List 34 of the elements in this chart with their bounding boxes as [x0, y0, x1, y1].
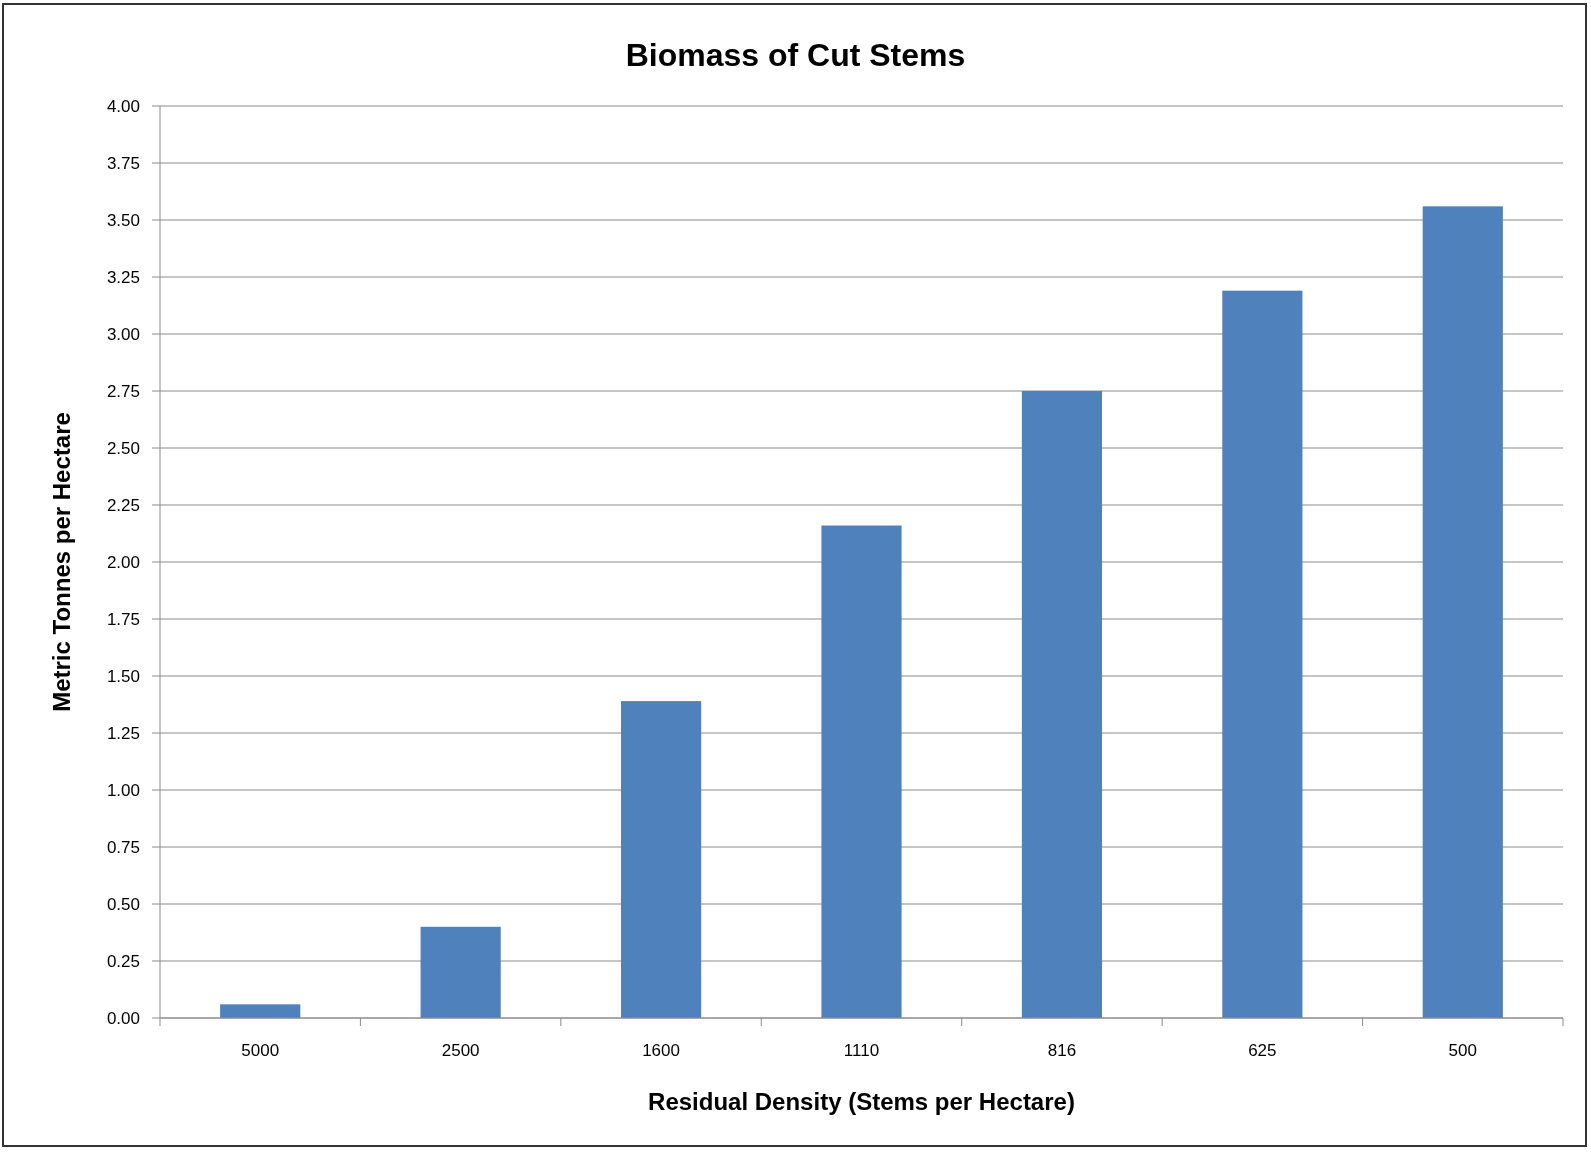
y-tick-label: 3.25 — [106, 267, 140, 287]
y-tick-label: 0.00 — [106, 1008, 140, 1028]
y-tick-label: 2.50 — [106, 438, 140, 458]
y-axis-title: Metric Tonnes per Hectare — [48, 412, 75, 712]
bar — [420, 926, 501, 1018]
y-tick-label: 2.75 — [106, 381, 140, 401]
bar — [620, 701, 702, 1018]
x-tick-label: 1600 — [642, 1041, 680, 1060]
y-tick-label: 4.00 — [106, 96, 140, 116]
y-tick-label: 3.75 — [106, 153, 140, 173]
bar — [1222, 290, 1303, 1018]
bar — [220, 1004, 301, 1018]
x-tick-label: 2500 — [441, 1041, 480, 1060]
x-axis-title: Residual Density (Stems per Hectare) — [648, 1088, 1075, 1115]
bar — [1422, 206, 1503, 1018]
y-tick-label: 3.00 — [106, 324, 140, 344]
x-tick-label: 500 — [1448, 1041, 1477, 1060]
y-tick-label: 1.25 — [106, 723, 140, 743]
y-tick-label: 2.00 — [106, 552, 140, 572]
y-tick-label: 1.75 — [106, 609, 140, 629]
bar — [821, 525, 902, 1018]
y-tick-label: 1.00 — [106, 780, 140, 800]
y-tick-label: 1.50 — [106, 666, 140, 686]
y-tick-label: 0.25 — [106, 951, 140, 971]
x-tick-label: 5000 — [241, 1041, 280, 1060]
bar — [1021, 391, 1103, 1018]
y-tick-label: 2.25 — [106, 495, 140, 515]
x-tick-label: 1110 — [843, 1041, 880, 1060]
x-tick-label: 625 — [1248, 1041, 1277, 1060]
x-tick-label: 816 — [1047, 1041, 1077, 1060]
chart-title: Biomass of Cut Stems — [625, 37, 966, 73]
y-tick-label: 3.50 — [106, 210, 140, 230]
y-tick-label: 0.75 — [106, 837, 140, 857]
y-tick-label: 0.50 — [106, 894, 140, 914]
